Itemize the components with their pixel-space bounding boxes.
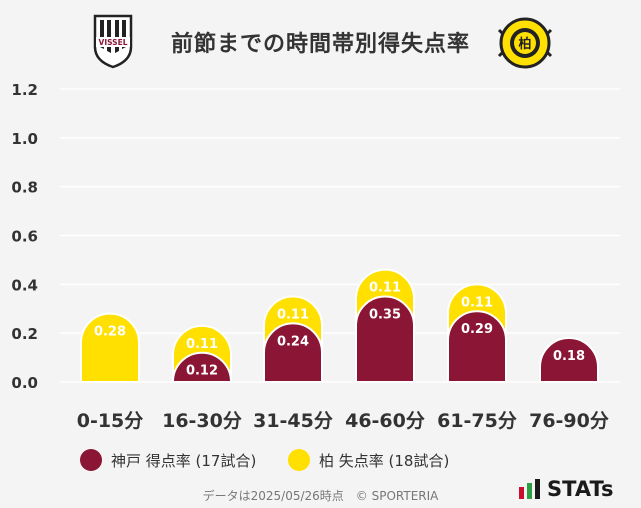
data-label-kobe: 0.18 bbox=[553, 349, 585, 364]
bar-kobe bbox=[355, 295, 415, 383]
legend-label-kobe: 神戸 得点率 (17試合) bbox=[111, 451, 257, 470]
data-label-kobe: 0.29 bbox=[461, 322, 493, 337]
page-title: 前節までの時間帯別得失点率 bbox=[170, 32, 470, 57]
data-label-kashiwa: 0.11 bbox=[277, 308, 309, 323]
data-label-kashiwa: 0.11 bbox=[369, 281, 401, 296]
x-tick-label: 46-60分 bbox=[345, 410, 425, 432]
grid-lines bbox=[60, 88, 620, 383]
vissel-kobe-crest-icon: VISSEL bbox=[92, 13, 134, 73]
x-tick-label: 31-45分 bbox=[253, 410, 333, 432]
x-tick-label: 76-90分 bbox=[529, 410, 609, 432]
y-tick-label: 0.8 bbox=[11, 179, 38, 197]
data-label-kobe: 0.35 bbox=[369, 308, 401, 323]
kashiwa-reysol-crest-icon: 柏 bbox=[497, 16, 553, 74]
x-tick-label: 0-15分 bbox=[77, 410, 144, 432]
data-label-kobe: 0.12 bbox=[186, 364, 218, 379]
x-axis-ticks: 0-15分 16-30分 31-45分 46-60分 61-75分 76-90分 bbox=[77, 410, 609, 432]
bar-chart: 0.00.20.40.60.81.01.2 0.280.120.11 0.240.… bbox=[11, 81, 620, 432]
data-label-kashiwa: 0.28 bbox=[94, 325, 126, 340]
legend: 神戸 得点率 (17試合) 柏 失点率 (18試合) bbox=[0, 449, 641, 473]
bar-kashiwa bbox=[80, 312, 140, 383]
data-label-kashiwa: 0.11 bbox=[186, 337, 218, 352]
x-tick-label: 16-30分 bbox=[162, 410, 242, 432]
stats-bars-icon bbox=[519, 479, 540, 499]
x-tick-label: 61-75分 bbox=[437, 410, 517, 432]
legend-swatch-kashiwa bbox=[288, 449, 310, 471]
legend-swatch-kobe bbox=[80, 449, 102, 471]
bar-kobe bbox=[263, 322, 323, 383]
y-tick-label: 0.0 bbox=[11, 374, 38, 392]
y-tick-label: 1.0 bbox=[11, 130, 38, 148]
chart-header: VISSEL 前節までの時間帯別得失点率 柏 bbox=[0, 0, 641, 84]
data-label-kobe: 0.24 bbox=[277, 334, 309, 349]
y-axis-ticks: 0.0 0.2 0.4 0.6 0.8 1.0 1.2 bbox=[11, 81, 38, 392]
y-tick-label: 0.4 bbox=[11, 276, 38, 294]
legend-item-kobe: 神戸 得点率 (17試合) bbox=[80, 449, 256, 471]
bar-kobe bbox=[172, 351, 232, 383]
svg-text:柏: 柏 bbox=[518, 36, 531, 52]
footer-note: データは2025/05/26時点 © SPORTERIA bbox=[202, 489, 439, 503]
bars bbox=[80, 268, 599, 383]
bar-kobe bbox=[447, 310, 507, 383]
legend-item-kashiwa: 柏 失点率 (18試合) bbox=[288, 449, 449, 471]
y-tick-label: 1.2 bbox=[11, 81, 38, 99]
y-tick-label: 0.2 bbox=[11, 325, 38, 343]
stats-brand: STATs bbox=[519, 477, 613, 501]
stats-brand-text: STATs bbox=[547, 477, 614, 501]
data-labels: 0.28 0.12 0.11 0.24 0.11 0.35 0.11 0.29 0.11 0.18 bbox=[94, 281, 585, 379]
legend-label-kashiwa: 柏 失点率 (18試合) bbox=[319, 451, 450, 470]
y-tick-label: 0.6 bbox=[11, 228, 38, 246]
data-label-kashiwa: 0.11 bbox=[461, 295, 493, 310]
bar-kobe bbox=[539, 337, 599, 383]
vissel-crest-text: VISSEL bbox=[99, 38, 128, 47]
